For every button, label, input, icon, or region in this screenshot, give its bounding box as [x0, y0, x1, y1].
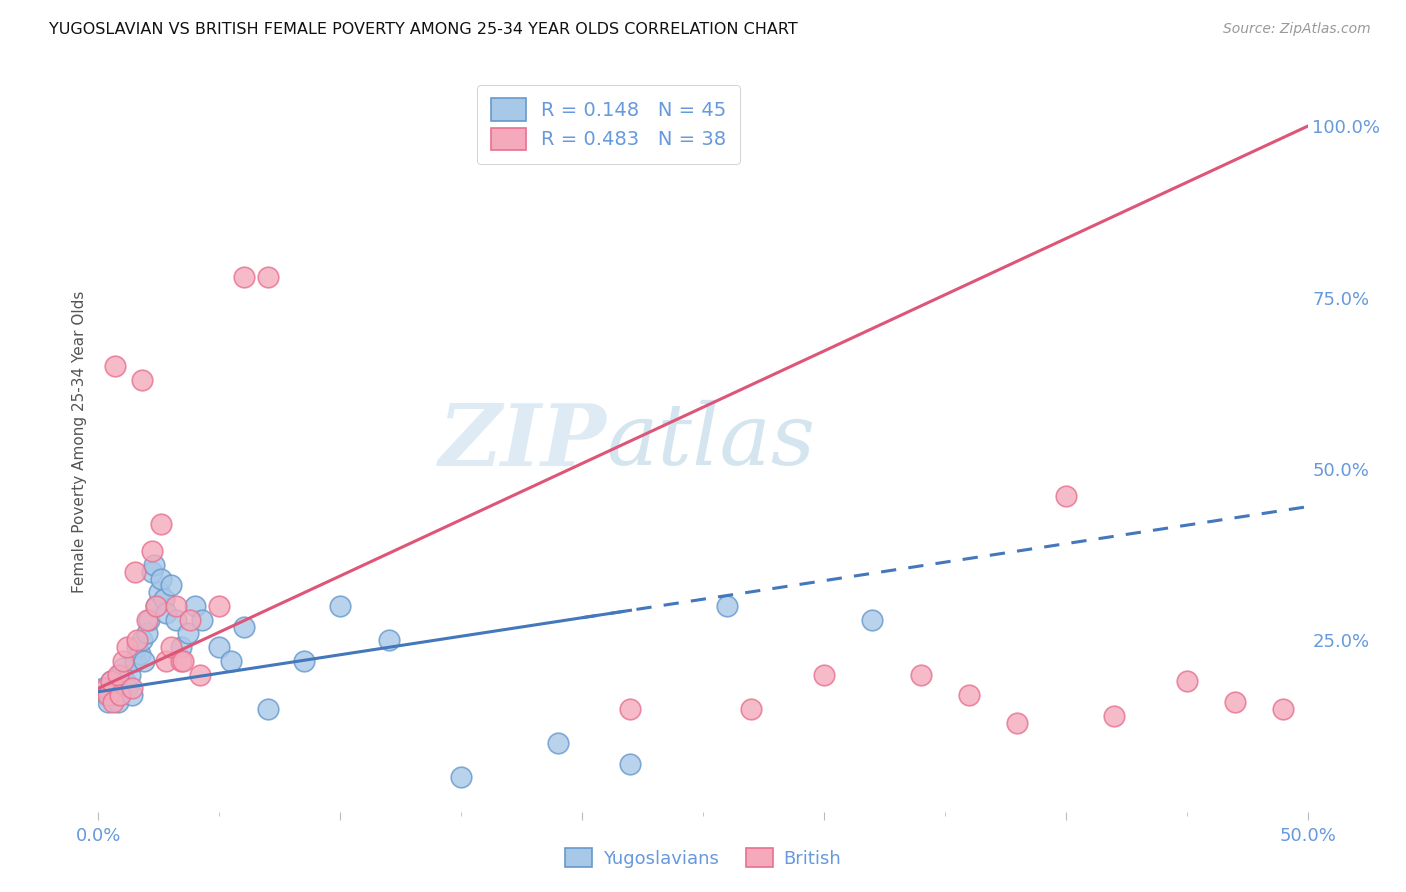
- Point: [148, 585, 170, 599]
- Point: [160, 640, 183, 655]
- Point: [188, 667, 211, 681]
- Text: YUGOSLAVIAN VS BRITISH FEMALE POVERTY AMONG 25-34 YEAR OLDS CORRELATION CHART: YUGOSLAVIAN VS BRITISH FEMALE POVERTY AM…: [49, 22, 799, 37]
- Point: [135, 613, 157, 627]
- Text: atlas: atlas: [606, 401, 815, 483]
- Point: [208, 640, 231, 655]
- Point: [100, 674, 122, 689]
- Point: [860, 613, 883, 627]
- Point: [131, 373, 153, 387]
- Y-axis label: Female Poverty Among 25-34 Year Olds: Female Poverty Among 25-34 Year Olds: [72, 291, 87, 592]
- Point: [108, 688, 131, 702]
- Point: [118, 667, 141, 681]
- Point: [127, 640, 149, 655]
- Point: [169, 654, 191, 668]
- Point: [127, 633, 149, 648]
- Point: [117, 681, 139, 696]
- Point: [135, 626, 157, 640]
- Point: [172, 654, 194, 668]
- Point: [104, 359, 127, 373]
- Point: [143, 558, 166, 572]
- Point: [150, 572, 173, 586]
- Point: [131, 633, 153, 648]
- Point: [1102, 708, 1125, 723]
- Point: [155, 654, 177, 668]
- Point: [117, 640, 139, 655]
- Point: [121, 688, 143, 702]
- Point: [97, 688, 120, 702]
- Point: [957, 688, 980, 702]
- Point: [111, 654, 134, 668]
- Point: [145, 599, 167, 613]
- Point: [450, 771, 472, 785]
- Point: [1054, 489, 1077, 503]
- Legend: R = 0.148   N = 45, R = 0.483   N = 38: R = 0.148 N = 45, R = 0.483 N = 38: [477, 85, 740, 164]
- Point: [1007, 715, 1029, 730]
- Point: [160, 578, 183, 592]
- Point: [619, 756, 641, 771]
- Point: [177, 626, 200, 640]
- Point: [101, 681, 124, 696]
- Point: [377, 633, 399, 648]
- Point: [124, 565, 146, 579]
- Point: [256, 702, 278, 716]
- Point: [97, 695, 120, 709]
- Point: [208, 599, 231, 613]
- Point: [101, 695, 124, 709]
- Point: [100, 674, 122, 689]
- Point: [910, 667, 932, 681]
- Point: [329, 599, 352, 613]
- Point: [145, 599, 167, 613]
- Point: [152, 592, 174, 607]
- Point: [184, 599, 207, 613]
- Point: [547, 736, 569, 750]
- Point: [114, 674, 136, 689]
- Point: [165, 599, 187, 613]
- Point: [91, 681, 114, 696]
- Point: [191, 613, 214, 627]
- Point: [108, 667, 131, 681]
- Point: [111, 661, 134, 675]
- Point: [1175, 674, 1198, 689]
- Point: [107, 695, 129, 709]
- Point: [221, 654, 243, 668]
- Point: [619, 702, 641, 716]
- Point: [141, 565, 163, 579]
- Point: [138, 613, 160, 627]
- Point: [155, 606, 177, 620]
- Point: [813, 667, 835, 681]
- Point: [179, 613, 201, 627]
- Point: [165, 613, 187, 627]
- Point: [256, 270, 278, 285]
- Point: [1272, 702, 1295, 716]
- Point: [124, 654, 146, 668]
- Point: [150, 516, 173, 531]
- Point: [94, 681, 117, 696]
- Point: [716, 599, 738, 613]
- Point: [1223, 695, 1246, 709]
- Text: Source: ZipAtlas.com: Source: ZipAtlas.com: [1223, 22, 1371, 37]
- Point: [121, 681, 143, 696]
- Point: [134, 654, 156, 668]
- Point: [740, 702, 762, 716]
- Point: [128, 647, 150, 661]
- Point: [141, 544, 163, 558]
- Point: [94, 688, 117, 702]
- Point: [169, 640, 191, 655]
- Point: [292, 654, 315, 668]
- Point: [232, 619, 254, 633]
- Point: [107, 667, 129, 681]
- Point: [232, 270, 254, 285]
- Text: ZIP: ZIP: [439, 400, 606, 483]
- Point: [104, 688, 127, 702]
